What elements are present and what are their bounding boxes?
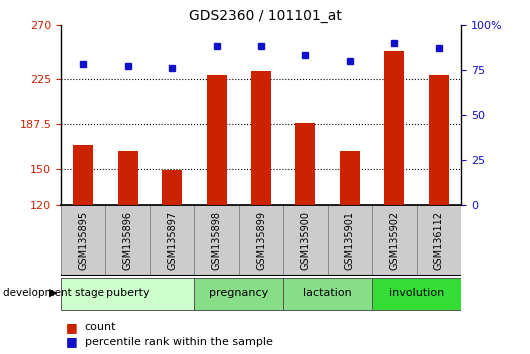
Bar	[195, 205, 239, 276]
Bar	[195, 278, 283, 310]
Bar	[372, 278, 461, 310]
Bar	[61, 205, 105, 276]
Text: GSM135897: GSM135897	[167, 211, 177, 270]
Text: development stage: development stage	[3, 288, 104, 298]
Text: ■: ■	[66, 321, 78, 334]
Text: GSM135896: GSM135896	[122, 211, 132, 270]
Bar	[328, 205, 372, 276]
Bar	[429, 75, 449, 205]
Bar	[417, 205, 461, 276]
Bar	[340, 151, 360, 205]
Text: involution: involution	[389, 288, 444, 298]
Bar	[296, 124, 315, 205]
Text: GSM135900: GSM135900	[301, 211, 311, 270]
Text: puberty: puberty	[106, 288, 149, 298]
Bar	[118, 151, 138, 205]
Text: GDS2360 / 101101_at: GDS2360 / 101101_at	[189, 9, 341, 23]
Bar	[372, 205, 417, 276]
Bar	[162, 170, 182, 205]
Text: count: count	[85, 322, 116, 332]
Text: GSM135899: GSM135899	[256, 211, 266, 270]
Text: ▶: ▶	[49, 288, 57, 298]
Bar	[251, 70, 271, 205]
Text: GSM135895: GSM135895	[78, 211, 88, 270]
Text: GSM135901: GSM135901	[345, 211, 355, 270]
Text: pregnancy: pregnancy	[209, 288, 268, 298]
Bar	[283, 205, 328, 276]
Bar	[150, 205, 195, 276]
Bar	[384, 51, 404, 205]
Bar	[73, 145, 93, 205]
Bar	[283, 278, 372, 310]
Bar	[61, 278, 195, 310]
Bar	[105, 205, 150, 276]
Text: percentile rank within the sample: percentile rank within the sample	[85, 337, 272, 347]
Bar	[207, 75, 226, 205]
Text: GSM135898: GSM135898	[211, 211, 222, 270]
Text: GSM136112: GSM136112	[434, 211, 444, 270]
Text: ■: ■	[66, 335, 78, 348]
Text: GSM135902: GSM135902	[390, 211, 400, 270]
Bar	[239, 205, 283, 276]
Text: lactation: lactation	[303, 288, 352, 298]
